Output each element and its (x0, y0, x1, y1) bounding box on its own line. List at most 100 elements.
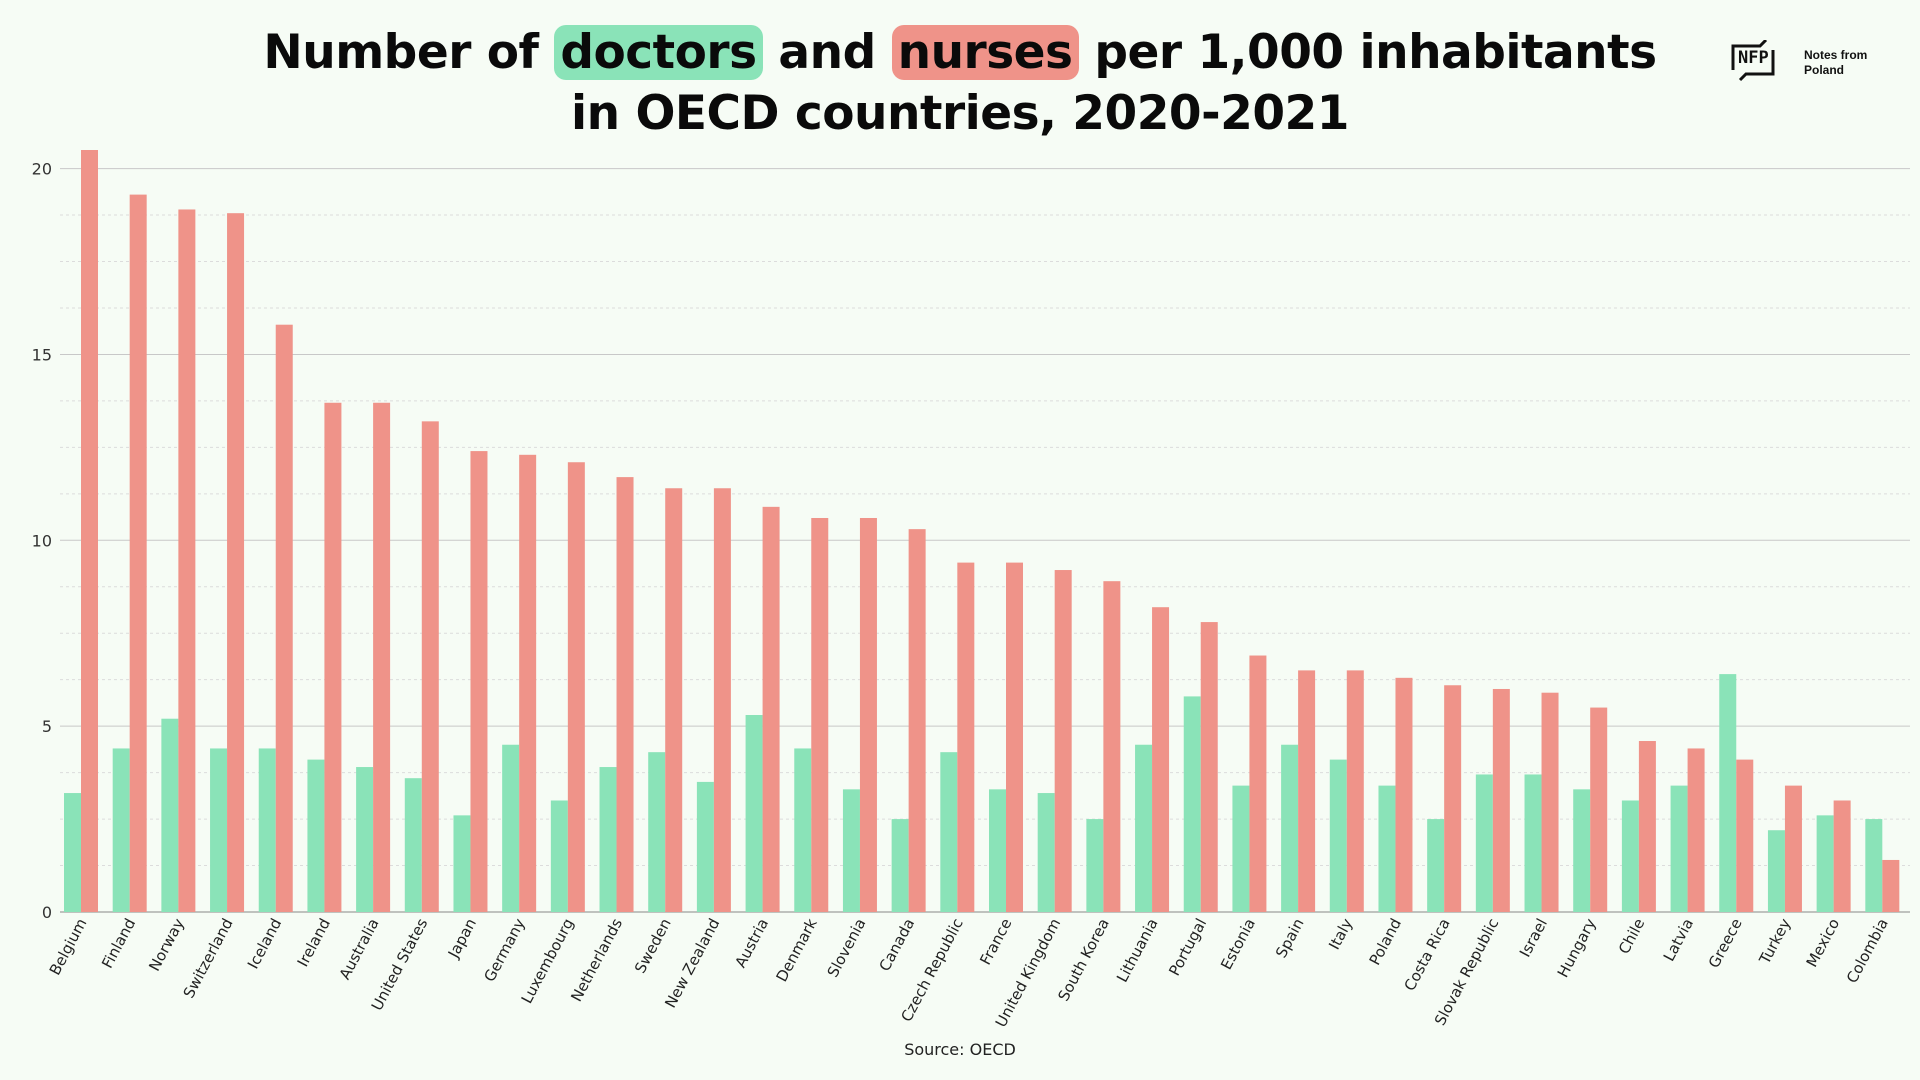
doctors-bar (502, 744, 520, 912)
nurses-bar (1541, 692, 1559, 912)
doctors-bar (1816, 815, 1834, 912)
nurses-bar (616, 477, 634, 912)
nurses-bar (1298, 670, 1316, 912)
nurses-bar (665, 488, 683, 912)
y-tick-label: 15 (32, 345, 52, 364)
nurses-bar (275, 324, 293, 912)
doctors-bar (356, 767, 374, 912)
y-tick-label: 10 (32, 531, 52, 550)
x-tick-label: South Korea (1054, 915, 1113, 1004)
nurses-bar (178, 209, 196, 913)
x-tick-label: Lithuania (1113, 915, 1162, 985)
x-tick-label: Poland (1366, 915, 1405, 968)
nfp-logo: NFP Notes from Poland (1730, 26, 1890, 96)
nurses-bar (1346, 670, 1364, 912)
x-tick-label: Portugal (1165, 915, 1210, 978)
title-middle: and (762, 25, 892, 80)
nurses-bar (1444, 685, 1462, 912)
doctors-bar (940, 752, 958, 912)
doctors-bar (842, 789, 860, 912)
doctors-bar (1621, 800, 1639, 912)
nurses-bar (1006, 562, 1023, 912)
doctors-bar (891, 819, 909, 912)
x-tick-label: Israel (1516, 915, 1551, 960)
nurses-bar (957, 562, 975, 912)
doctors-bar (1037, 793, 1055, 912)
nurses-bar (1736, 759, 1754, 912)
doctors-bar (112, 748, 130, 912)
y-tick-label: 0 (42, 903, 52, 922)
doctors-bar (1183, 696, 1201, 912)
x-tick-label: Greece (1705, 915, 1746, 971)
y-tick-label: 5 (42, 717, 52, 736)
x-tick-label: Latvia (1660, 915, 1697, 964)
nurses-bar (1687, 748, 1705, 912)
doctors-bar (550, 800, 568, 912)
x-tick-label: Netherlands (567, 915, 626, 1004)
nurses-bar (227, 213, 245, 912)
nurses-bar (762, 506, 780, 912)
nurses-bar (859, 517, 877, 912)
doctors-bar (1719, 674, 1737, 912)
x-tick-label: Slovenia (824, 915, 870, 980)
x-tick-label: Denmark (773, 915, 821, 985)
nurses-bar (713, 488, 731, 912)
nurses-bar (373, 402, 391, 912)
doctors-bar (745, 714, 763, 912)
nurses-bar (1249, 655, 1267, 912)
doctors-bar (1329, 759, 1347, 912)
title-nurses-highlight: nurses (891, 25, 1079, 80)
x-tick-label: Costa Rica (1401, 915, 1454, 994)
x-tick-label: Germany (480, 915, 528, 984)
x-tick-label: Belgium (46, 915, 91, 978)
x-tick-label: Iceland (244, 915, 285, 971)
doctors-bar (258, 748, 276, 912)
x-tick-label: Turkey (1755, 915, 1794, 968)
nurses-bar (324, 402, 342, 912)
x-tick-label: Australia (336, 915, 383, 982)
doctors-bar (307, 759, 325, 912)
nurses-bar (811, 517, 829, 912)
title-doctors-highlight: doctors (554, 25, 763, 80)
nurses-bar (1395, 677, 1413, 912)
nfp-logo-text: Notes from Poland (1804, 48, 1884, 78)
y-tick-label: 20 (32, 160, 52, 179)
doctors-bar (1281, 744, 1299, 912)
x-tick-label: Ireland (294, 915, 334, 969)
doctors-bar (210, 748, 228, 912)
title-line-2: in OECD countries, 2020-2021 (571, 86, 1349, 141)
doctors-bar (1427, 819, 1445, 912)
doctors-bar (161, 718, 179, 912)
chart-title: Number of doctors and nurses per 1,000 i… (0, 22, 1920, 144)
nurses-bar (1590, 707, 1608, 912)
doctors-bar (599, 767, 617, 912)
doctors-bar (404, 778, 422, 912)
doctors-bar (648, 752, 666, 912)
nfp-logo-mark: NFP (1738, 48, 1769, 68)
nurses-bar (1882, 859, 1900, 912)
doctors-bar (989, 789, 1006, 912)
x-tick-label: Mexico (1803, 915, 1843, 970)
logo-text-line1: Notes from (1804, 48, 1868, 62)
nurses-bar (470, 451, 488, 912)
x-tick-label: Japan (444, 915, 480, 961)
nfp-logo-frame-icon (1731, 40, 1775, 82)
nurses-bar (567, 462, 585, 912)
nurses-bar (421, 421, 439, 912)
x-tick-label: France (976, 915, 1015, 968)
nurses-bar (129, 194, 147, 913)
x-tick-label: Norway (145, 915, 188, 974)
x-tick-label: Chile (1615, 915, 1649, 957)
source-note: Source: OECD (904, 1040, 1016, 1059)
doctors-bar (1670, 785, 1688, 912)
nurses-bar (519, 454, 537, 912)
x-tick-label: Finland (98, 915, 139, 971)
doctors-bar (1865, 819, 1883, 912)
doctors-bar (64, 793, 81, 912)
x-tick-label: Hungary (1554, 915, 1600, 980)
title-prefix: Number of (263, 25, 555, 80)
doctors-bar (696, 781, 714, 912)
nurses-bar (1103, 581, 1121, 912)
x-tick-label: Colombia (1843, 915, 1892, 986)
